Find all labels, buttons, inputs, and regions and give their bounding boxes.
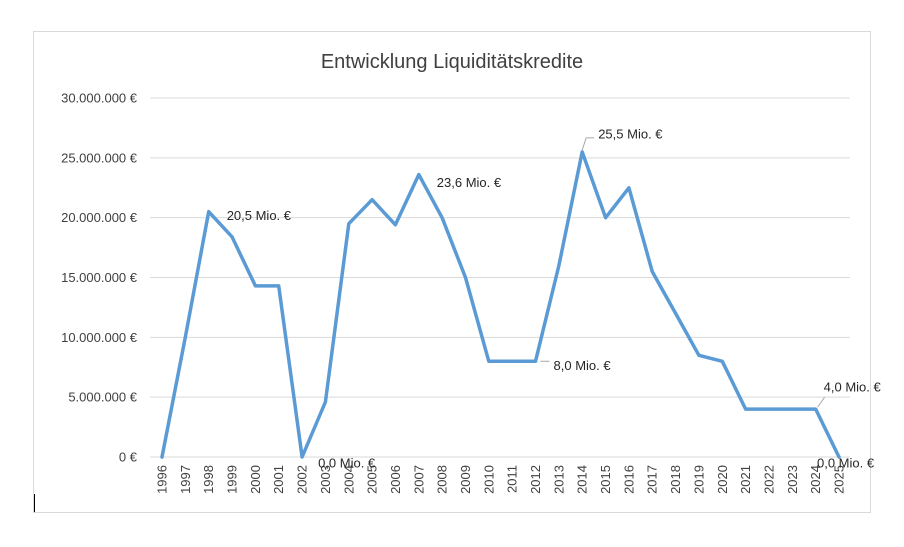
x-tick-label: 2011 <box>505 465 520 493</box>
data-label-leader <box>581 137 595 151</box>
x-tick-label: 2025 <box>832 465 847 494</box>
x-tick-label: 2004 <box>341 465 356 494</box>
data-label: 25,5 Mio. € <box>598 126 663 141</box>
x-tick-label: 2015 <box>598 465 613 494</box>
x-tick-label: 2022 <box>761 465 776 494</box>
data-label: 20,5 Mio. € <box>227 208 292 223</box>
chart-frame <box>33 31 871 513</box>
x-tick-label: 2010 <box>481 465 496 494</box>
x-tick-label: 1997 <box>178 465 193 494</box>
x-tick-label: 2012 <box>528 465 543 494</box>
y-tick-label: 30.000.000 € <box>61 91 138 106</box>
y-tick-label: 15.000.000 € <box>61 270 138 285</box>
x-tick-label: 2002 <box>295 465 310 494</box>
gridlines <box>150 97 850 458</box>
x-tick-label: 2007 <box>411 465 426 494</box>
y-tick-label: 0 € <box>119 450 138 465</box>
x-tick-label: 2019 <box>691 465 706 494</box>
x-tick-label: 2016 <box>621 465 636 494</box>
x-tick-label: 2017 <box>645 465 660 494</box>
x-tick-label: 1999 <box>225 465 240 494</box>
x-tick-label: 2024 <box>808 465 823 494</box>
x-tick-label: 2023 <box>785 465 800 494</box>
y-tick-label: 25.000.000 € <box>61 150 138 165</box>
data-label: 4,0 Mio. € <box>824 380 882 395</box>
y-axis: 0 € 5.000.000 € 10.000.000 € 15.000.000 € 20… <box>61 91 138 465</box>
x-tick-label: 1998 <box>201 465 216 494</box>
data-label-leader <box>817 396 826 408</box>
x-tick-label: 2008 <box>435 465 450 494</box>
data-label: 8,0 Mio. € <box>554 358 612 373</box>
y-tick-label: 5.000.000 € <box>68 390 137 405</box>
x-tick-label: 2000 <box>248 465 263 494</box>
text-cursor <box>34 494 35 512</box>
x-tick-label: 2009 <box>458 465 473 494</box>
series-group <box>160 150 841 459</box>
x-axis: 1996 1997 1998 1999 2000 2001 2002 2003 2004 2005… <box>155 465 847 494</box>
y-tick-label: 10.000.000 € <box>61 330 138 345</box>
x-tick-label: 2013 <box>551 465 566 494</box>
series-line <box>160 150 841 459</box>
x-tick-label: 2021 <box>738 465 753 494</box>
chart-title: Entwicklung Liquiditätskredite <box>321 51 583 73</box>
data-labels: 20,5 Mio. € 0,0 Mio. € 23,6 Mio. € 8,0 Mio.… <box>227 126 882 470</box>
x-tick-label: 2014 <box>575 465 590 494</box>
x-tick-label: 2006 <box>388 465 403 494</box>
data-label: 0,0 Mio. € <box>318 456 376 471</box>
data-label: 23,6 Mio. € <box>437 175 502 190</box>
x-tick-label: 2001 <box>271 465 286 494</box>
x-tick-label: 2003 <box>318 465 333 494</box>
x-tick-label: 2018 <box>668 465 683 494</box>
data-label: 0,0 Mio. € <box>817 456 875 471</box>
x-tick-label: 1996 <box>155 465 170 494</box>
x-tick-label: 2005 <box>365 465 380 494</box>
x-tick-label: 2020 <box>715 465 730 494</box>
y-tick-label: 20.000.000 € <box>61 210 138 225</box>
